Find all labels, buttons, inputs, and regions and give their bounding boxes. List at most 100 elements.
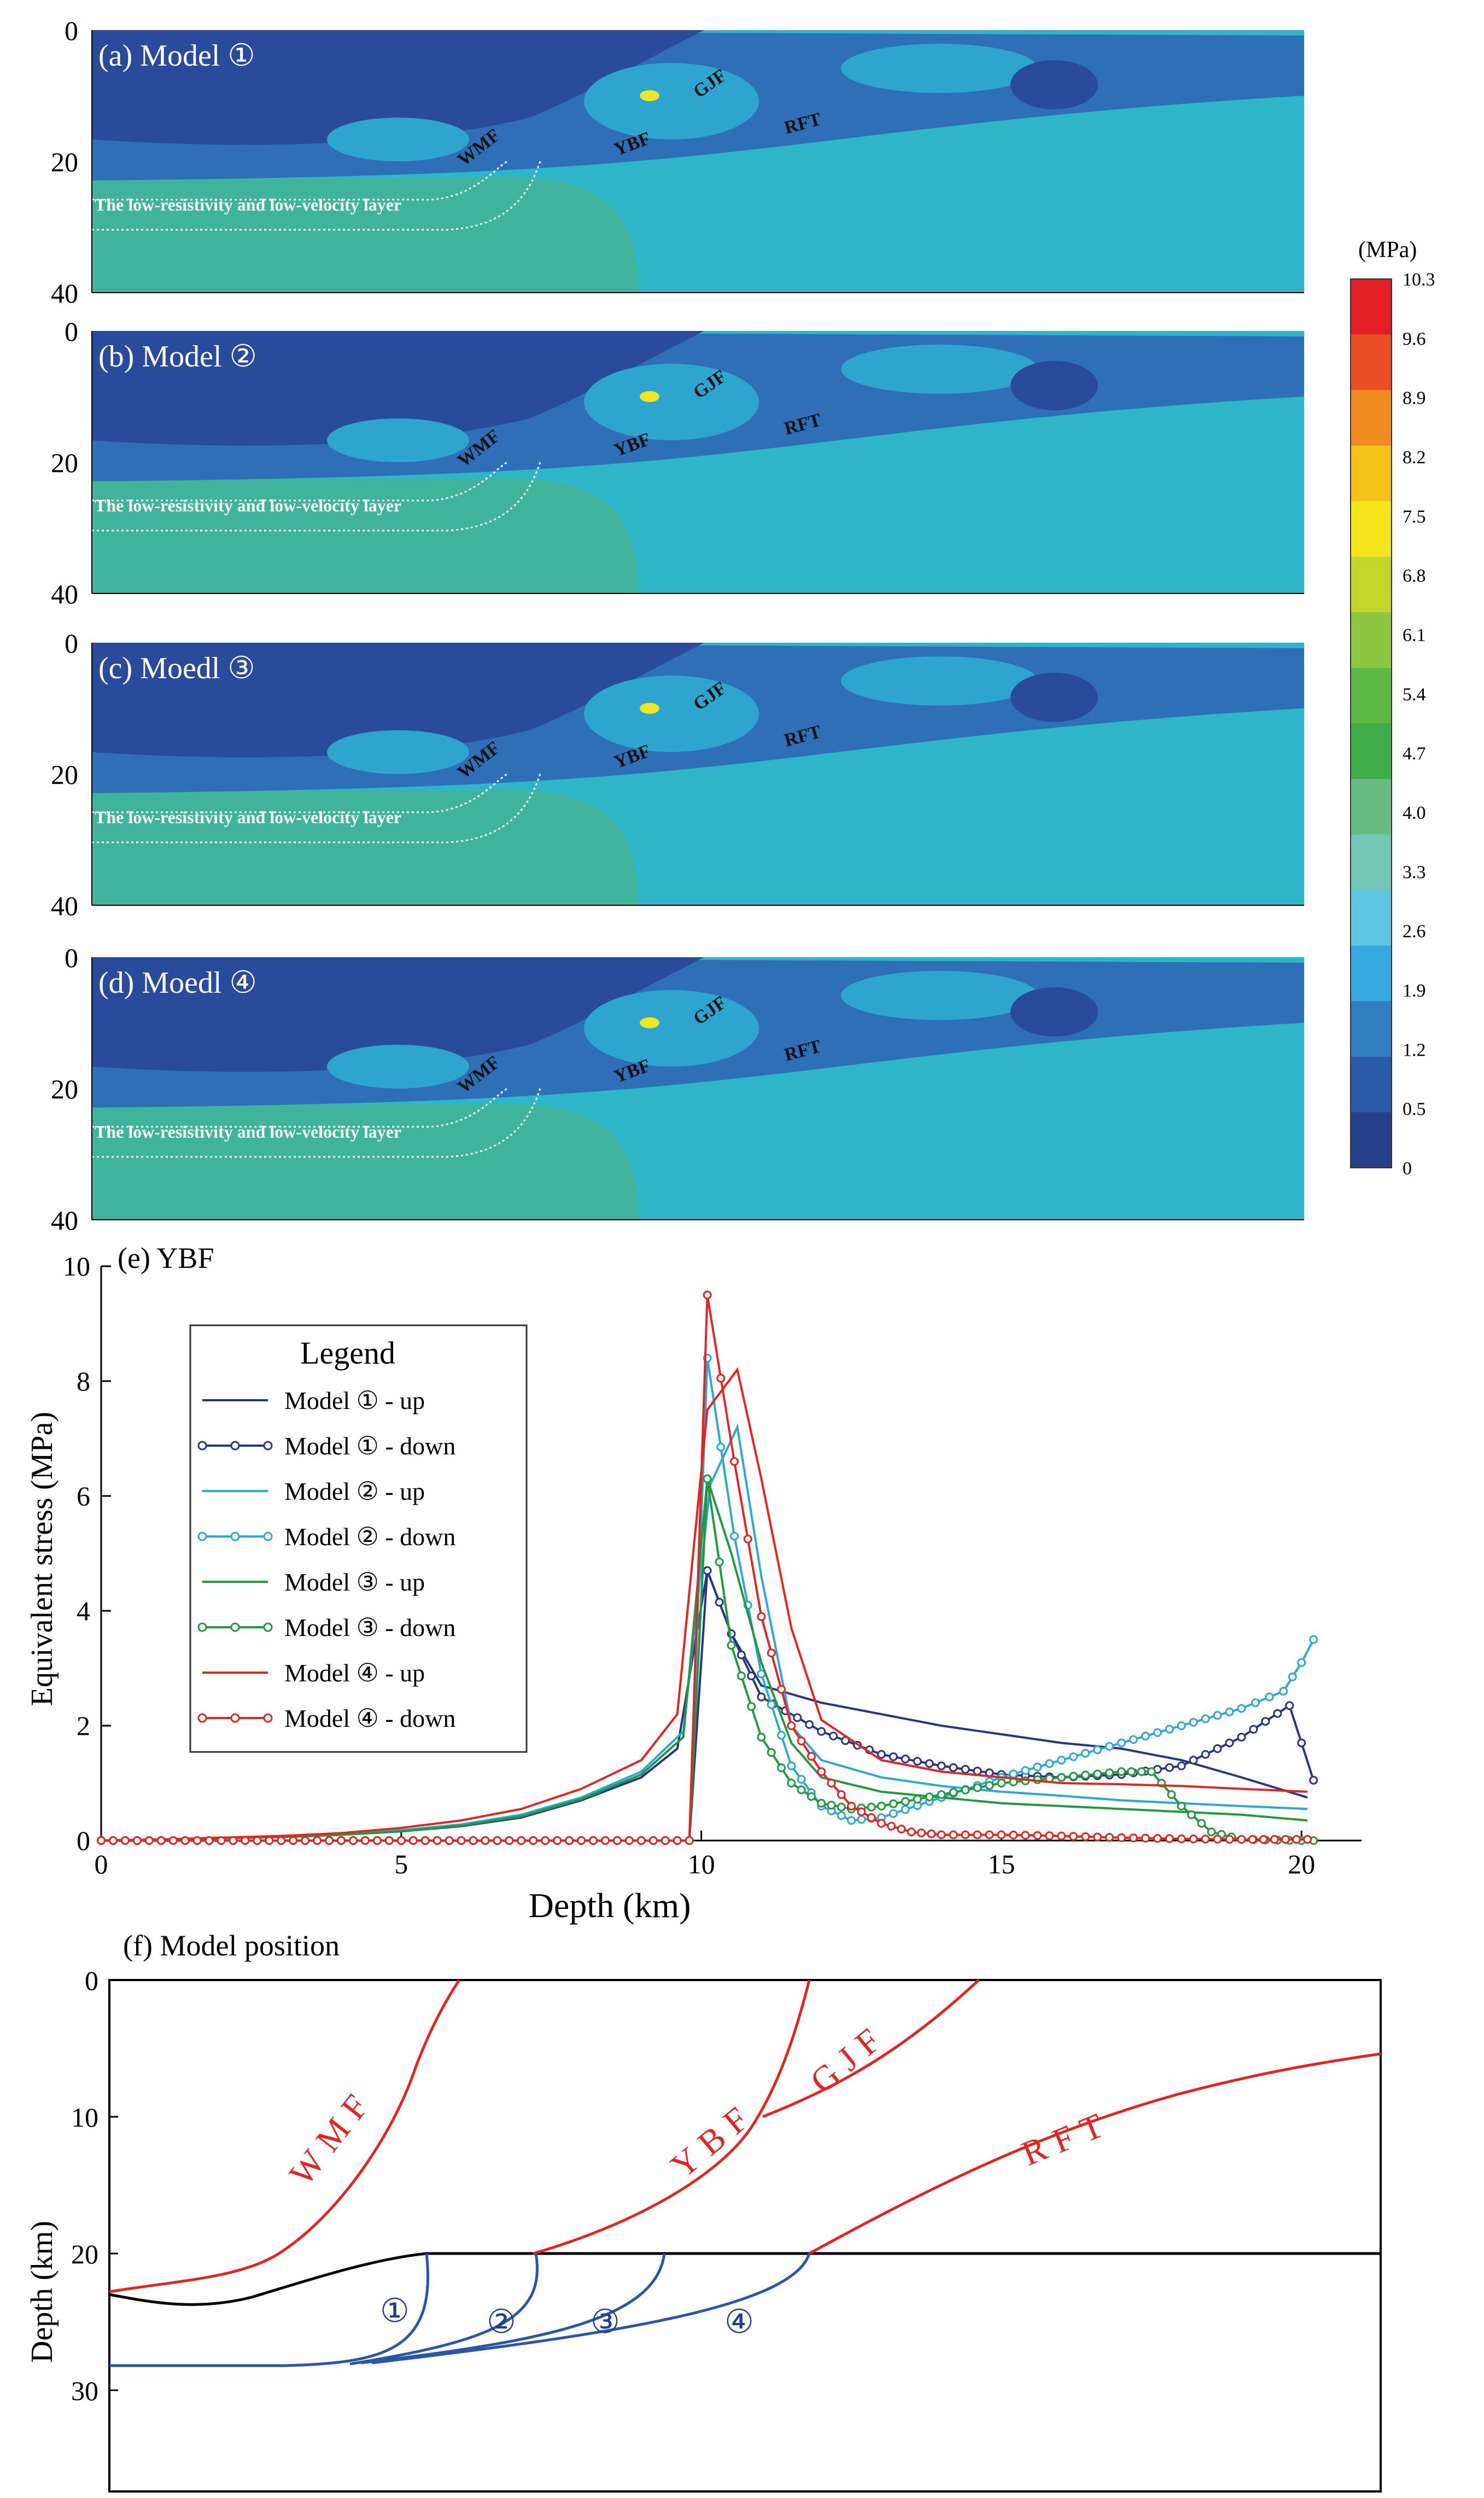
stress-hotspot: [640, 90, 659, 101]
series-marker-8: [1248, 1835, 1257, 1844]
series-marker-2: [973, 1766, 982, 1775]
line-chart-ybf: (e) YBF Depth (km) Equivalent stress (MP…: [25, 1242, 1362, 1925]
series-marker-8: [217, 1836, 226, 1845]
series-marker-2: [1213, 1744, 1222, 1753]
stress-lobe: [584, 63, 759, 139]
series-marker-8: [469, 1836, 478, 1845]
series-marker-4: [1045, 1759, 1054, 1768]
series-marker-8: [961, 1830, 970, 1839]
model-3-fault: [360, 2253, 666, 2365]
series-marker-6: [985, 1781, 994, 1790]
series-marker-8: [553, 1836, 562, 1845]
fault-wmf-line: [109, 1979, 461, 2293]
colorbar-swatch: [1351, 945, 1392, 1002]
series-marker-8: [120, 1836, 130, 1845]
series-marker-6: [913, 1795, 922, 1804]
series-marker-6: [737, 1672, 746, 1680]
series-marker-8: [1141, 1833, 1150, 1843]
chart-xlabel: Depth (km): [529, 1886, 691, 1925]
series-marker-8: [529, 1836, 538, 1845]
series-marker-6: [747, 1702, 756, 1711]
series-marker-8: [541, 1836, 550, 1845]
series-marker-8: [325, 1836, 334, 1845]
series-marker-8: [156, 1836, 166, 1845]
series-marker-8: [673, 1836, 682, 1845]
y-tick-label: 10: [63, 1251, 90, 1282]
series-marker-8: [265, 1836, 274, 1845]
fault-gjf-line: [762, 1979, 980, 2118]
series-marker-6: [1117, 1767, 1126, 1776]
series-marker-8: [601, 1836, 610, 1845]
colorbar-tick: 7.5: [1403, 506, 1426, 527]
series-marker-8: [1201, 1835, 1210, 1844]
panel-ytick: 40: [51, 890, 78, 921]
series-marker-8: [1153, 1834, 1162, 1843]
stress-lobe: [327, 418, 469, 462]
series-marker-8: [887, 1821, 896, 1831]
legend-box: [189, 1324, 528, 1753]
series-marker-4: [1201, 1714, 1210, 1723]
series-marker-4: [1237, 1704, 1246, 1713]
series-marker-8: [767, 1649, 776, 1657]
series-marker-8: [301, 1836, 310, 1845]
fault-rft-line: [808, 2052, 1381, 2255]
series-marker-8: [577, 1836, 586, 1845]
series-marker-4: [1213, 1711, 1222, 1720]
series-marker-4: [1141, 1731, 1150, 1740]
panel-ytick: 20: [51, 1074, 78, 1104]
model-1-fault: [109, 2253, 430, 2367]
layer-label: The low-resistivity and low-velocity lay…: [95, 1122, 401, 1142]
series-marker-6: [949, 1787, 958, 1797]
series-marker-4: [1189, 1717, 1198, 1727]
series-marker-8: [1081, 1832, 1090, 1841]
series-marker-8: [1129, 1833, 1138, 1843]
series-line-5: [101, 1478, 1308, 1842]
legend-entry-4: Model ② - down: [284, 1523, 455, 1551]
legend-title: Legend: [300, 1335, 395, 1371]
series-marker-2: [961, 1765, 970, 1774]
series-marker-2: [889, 1752, 898, 1761]
layer-label: The low-resistivity and low-velocity lay…: [95, 195, 401, 214]
series-marker-2: [1297, 1738, 1306, 1748]
stress-lobe: [1010, 987, 1098, 1037]
series-marker-4: [1081, 1749, 1090, 1758]
series-marker-6: [703, 1474, 712, 1483]
panel-label: (b) Model ②: [98, 340, 257, 374]
series-marker-8: [229, 1836, 238, 1845]
hanging-wall-region: [92, 957, 704, 1072]
series-marker-8: [180, 1836, 190, 1845]
series-marker-4: [1165, 1725, 1174, 1734]
series-marker-8: [360, 1836, 370, 1845]
series-marker-8: [807, 1752, 816, 1761]
colorbar-swatch: [1351, 334, 1392, 391]
stress-hotspot: [640, 1017, 659, 1028]
series-marker-6: [715, 1557, 724, 1567]
stress-lobe: [327, 1045, 469, 1088]
series-marker-8: [997, 1830, 1006, 1839]
series-marker-8: [1225, 1835, 1234, 1844]
series-marker-8: [636, 1836, 646, 1845]
colorbar-swatch: [1351, 1056, 1392, 1113]
series-marker-6: [776, 1763, 786, 1772]
series-marker-2: [913, 1757, 922, 1766]
panel-ytick: 40: [51, 1205, 78, 1236]
hanging-wall-region: [92, 643, 704, 758]
series-marker-8: [1189, 1835, 1198, 1844]
series-marker-2: [1237, 1733, 1246, 1742]
series-marker-8: [917, 1829, 926, 1837]
colorbar-swatch: [1351, 667, 1392, 724]
series-marker-2: [805, 1720, 814, 1729]
series-marker-4: [1309, 1635, 1318, 1644]
position-frame: [108, 1979, 1382, 2493]
series-marker-8: [837, 1790, 846, 1799]
colorbar-swatch: [1351, 612, 1392, 668]
series-marker-8: [927, 1829, 936, 1838]
position-title: (f) Model position: [123, 1929, 340, 1962]
series-marker-8: [797, 1737, 806, 1745]
series-marker-8: [1105, 1833, 1114, 1842]
series-marker-4: [1105, 1742, 1114, 1751]
series-marker-8: [1270, 1835, 1279, 1844]
stress-lobe: [1010, 361, 1098, 410]
